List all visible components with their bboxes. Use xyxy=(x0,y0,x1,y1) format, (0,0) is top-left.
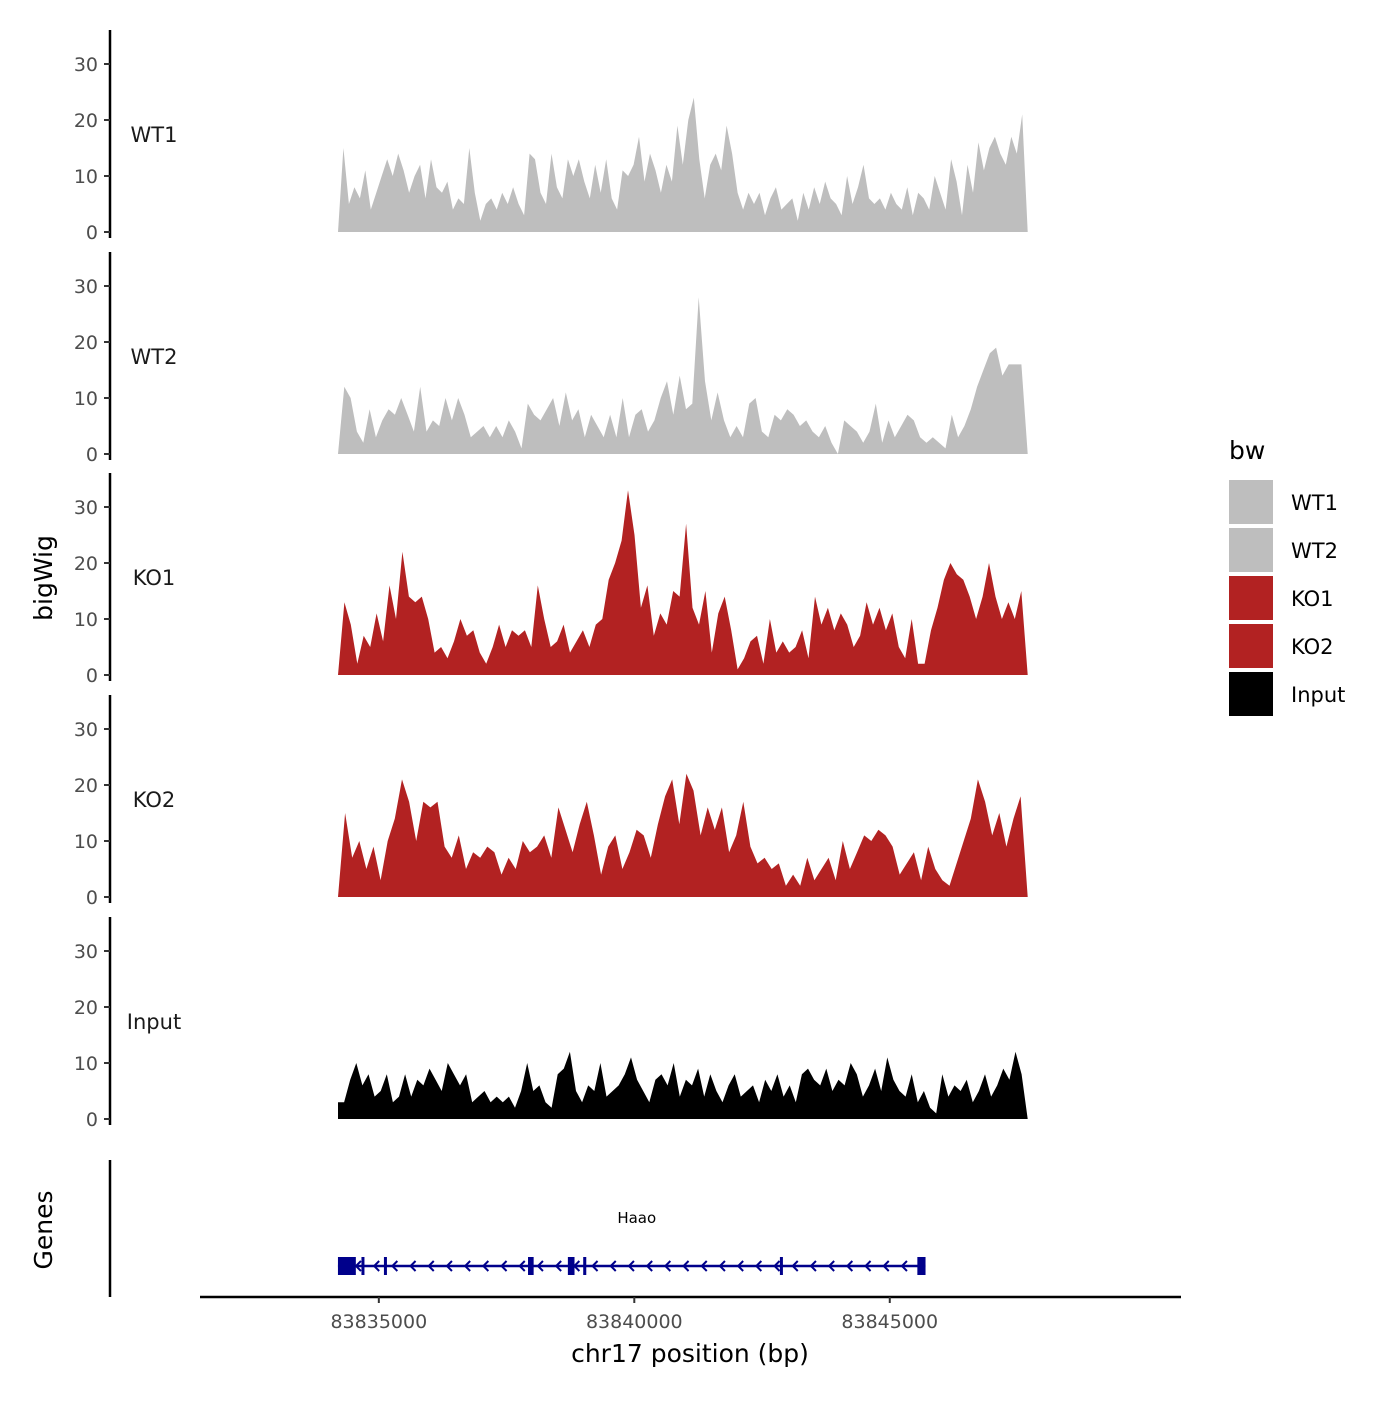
genes-axis-title: Genes xyxy=(29,1190,58,1269)
y-tick-label: 30 xyxy=(74,719,98,741)
strand-arrow xyxy=(882,1260,890,1272)
strand-arrow xyxy=(500,1260,508,1272)
strand-arrow xyxy=(700,1260,708,1272)
gene-label: Haao xyxy=(617,1209,656,1227)
legend-key-wt2 xyxy=(1229,528,1273,572)
strand-arrow xyxy=(354,1260,362,1272)
track-ko2: 0 10 20 30 KO2 xyxy=(74,695,1028,909)
coverage-area-ko2 xyxy=(338,773,1028,897)
legend-key-input xyxy=(1229,672,1273,716)
facet-label-ko1: KO1 xyxy=(133,566,176,590)
legend-title: bw xyxy=(1229,436,1265,465)
gene-exon xyxy=(337,1257,356,1275)
strand-arrow xyxy=(463,1260,471,1272)
legend-key-ko1 xyxy=(1229,576,1273,620)
strand-arrow xyxy=(536,1260,544,1272)
y-tick-label: 0 xyxy=(86,887,98,909)
y-tick-label: 20 xyxy=(74,110,98,132)
strand-arrow xyxy=(518,1260,526,1272)
gene-exon xyxy=(583,1257,587,1275)
y-tick-label: 20 xyxy=(74,332,98,354)
strand-arrow xyxy=(663,1260,672,1272)
strand-arrow xyxy=(864,1260,872,1272)
strand-arrow xyxy=(427,1260,435,1272)
y-tick-label: 30 xyxy=(74,497,98,519)
strand-arrow xyxy=(645,1260,653,1272)
gene-exon xyxy=(567,1257,575,1275)
gene-model: Haao xyxy=(337,1209,926,1275)
facet-label-ko2: KO2 xyxy=(133,788,176,812)
gene-exon xyxy=(361,1257,365,1275)
x-tick-label: 83835000 xyxy=(330,1311,427,1333)
strand-arrow xyxy=(754,1260,763,1272)
x-axis-title: chr17 position (bp) xyxy=(571,1339,809,1368)
track-panels: 0 10 20 30 WT1 0 10 20 30 WT2 0 10 20 30 KO1 0 10 20 30 KO2… xyxy=(74,30,1028,1131)
strand-arrow xyxy=(791,1260,799,1272)
coverage-area-ko1 xyxy=(338,490,1028,675)
y-tick-label: 30 xyxy=(74,941,98,963)
legend-key-ko2 xyxy=(1229,624,1273,668)
facet-label-input: Input xyxy=(127,1010,181,1034)
strand-arrow xyxy=(827,1260,835,1272)
gene-panel: Genes Haao xyxy=(29,1160,926,1297)
strand-arrow xyxy=(609,1260,617,1272)
track-ko1: 0 10 20 30 KO1 xyxy=(74,473,1028,687)
y-tick-label: 10 xyxy=(74,609,98,631)
y-axis-title: bigWig xyxy=(29,535,58,621)
legend-label-wt1: WT1 xyxy=(1291,491,1338,515)
legend-label-ko1: KO1 xyxy=(1291,587,1334,611)
y-tick-label: 20 xyxy=(74,775,98,797)
facet-label-wt2: WT2 xyxy=(131,345,178,369)
gene-exon xyxy=(917,1257,926,1275)
y-tick-label: 0 xyxy=(86,665,98,687)
y-tick-label: 0 xyxy=(86,1109,98,1131)
gene-exon xyxy=(383,1257,387,1275)
strand-arrow xyxy=(445,1260,453,1272)
y-tick-label: 10 xyxy=(74,388,98,410)
strand-arrow xyxy=(682,1260,690,1272)
strand-arrow xyxy=(845,1260,854,1272)
gene-exon xyxy=(779,1257,783,1275)
strand-arrow xyxy=(390,1260,399,1272)
coverage-area-wt1 xyxy=(338,97,1028,232)
legend-label-wt2: WT2 xyxy=(1291,539,1338,563)
x-tick-label: 83840000 xyxy=(586,1311,683,1333)
legend-label-ko2: KO2 xyxy=(1291,635,1334,659)
coverage-area-input xyxy=(338,1051,1028,1119)
strand-arrow xyxy=(718,1260,726,1272)
track-wt1: 0 10 20 30 WT1 xyxy=(74,30,1028,244)
strand-arrow xyxy=(627,1260,635,1272)
strand-arrow xyxy=(736,1260,744,1272)
y-tick-label: 10 xyxy=(74,831,98,853)
strand-arrow xyxy=(591,1260,599,1272)
y-tick-label: 10 xyxy=(74,166,98,188)
x-tick-label: 83845000 xyxy=(841,1311,938,1333)
x-axis: chr17 position (bp) 83835000 83840000 8384… xyxy=(200,1295,1181,1368)
y-tick-label: 20 xyxy=(74,997,98,1019)
strand-arrow xyxy=(554,1260,562,1272)
y-tick-label: 10 xyxy=(74,1053,98,1075)
track-wt2: 0 10 20 30 WT2 xyxy=(74,252,1028,466)
y-tick-label: 30 xyxy=(74,276,98,298)
legend-key-wt1 xyxy=(1229,480,1273,524)
gene-exon xyxy=(528,1257,534,1275)
coverage-area-wt2 xyxy=(338,297,1028,454)
legend-label-input: Input xyxy=(1291,683,1345,707)
y-tick-label: 30 xyxy=(74,54,98,76)
facet-label-wt1: WT1 xyxy=(131,123,178,147)
strand-arrow xyxy=(809,1260,817,1272)
strand-arrow xyxy=(372,1260,380,1272)
y-tick-label: 0 xyxy=(86,222,98,244)
y-tick-label: 0 xyxy=(86,444,98,466)
legend: bw WT1 WT2 KO1 KO2 Input xyxy=(1229,436,1345,716)
track-input: 0 10 20 30 Input xyxy=(74,917,1028,1131)
strand-arrow xyxy=(409,1260,417,1272)
strand-arrow xyxy=(481,1260,490,1272)
strand-arrow xyxy=(900,1260,908,1272)
y-tick-label: 20 xyxy=(74,553,98,575)
strand-arrow xyxy=(773,1260,781,1272)
